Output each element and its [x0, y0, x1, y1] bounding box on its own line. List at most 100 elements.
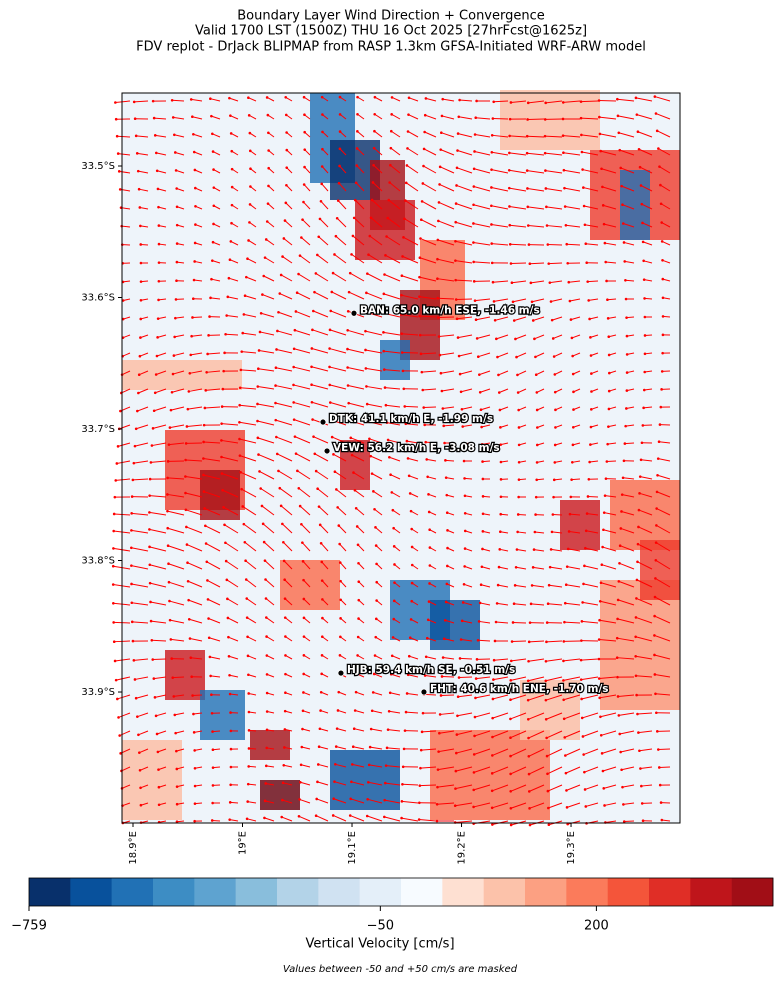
wind-arrow-head	[400, 816, 403, 820]
wind-arrow	[338, 525, 347, 534]
wind-arrow	[243, 523, 257, 534]
wind-arrow-head	[302, 672, 305, 676]
wind-arrow-head	[453, 804, 457, 808]
wind-arrow	[564, 730, 581, 738]
wind-arrow-head	[402, 236, 405, 239]
wind-arrow	[589, 316, 599, 320]
wind-arrow-head	[525, 134, 529, 138]
wind-arrow	[636, 114, 653, 120]
wind-arrow	[510, 784, 527, 792]
wind-arrow-head	[428, 564, 432, 567]
wind-arrow-head	[658, 165, 661, 168]
wind-arrow-head	[371, 691, 375, 694]
wind-arrow-head	[364, 367, 368, 370]
wind-arrow-head	[284, 691, 287, 695]
wind-arrow-head	[249, 167, 252, 170]
wind-arrow-head	[249, 185, 252, 188]
wind-arrow-head	[566, 547, 570, 551]
wind-arrow-head	[138, 206, 142, 209]
station-marker	[319, 418, 327, 426]
wind-arrow	[620, 527, 635, 534]
wind-arrow-head	[437, 219, 440, 223]
station-marker	[420, 688, 428, 696]
wind-arrow-head	[133, 117, 137, 121]
wind-arrow-head	[310, 400, 314, 404]
wind-arrow-head	[350, 763, 354, 766]
wind-arrow-head	[370, 709, 374, 713]
wind-arrow-head	[193, 260, 196, 263]
wind-arrow-head	[170, 390, 174, 394]
wind-arrow-head	[508, 117, 512, 121]
wind-arrow	[119, 424, 131, 430]
wind-arrow-head	[461, 425, 465, 428]
wind-arrow	[283, 560, 293, 570]
wind-arrow-head	[119, 752, 122, 755]
wind-arrow-head	[209, 97, 212, 100]
wind-arrow-head	[299, 780, 302, 784]
wind-arrow-head	[490, 242, 494, 245]
wind-arrow-head	[339, 617, 342, 620]
wind-arrow-head	[261, 293, 264, 296]
wind-arrow	[498, 584, 509, 588]
wind-arrow-head	[302, 597, 306, 601]
wind-arrow-head	[265, 616, 268, 619]
wind-arrow	[318, 506, 329, 516]
wind-arrow-head	[587, 477, 591, 481]
wind-arrow	[582, 730, 599, 737]
wind-arrow	[357, 113, 365, 120]
wind-arrow	[493, 100, 509, 103]
wind-arrow-head	[497, 391, 501, 394]
wind-arrow	[136, 135, 149, 138]
wind-arrow-head	[207, 617, 210, 620]
wind-arrow-head	[517, 408, 520, 412]
wind-arrow-head	[621, 222, 625, 225]
wind-arrow-head	[212, 168, 215, 171]
wind-arrow-head	[366, 798, 369, 801]
wind-arrow-head	[401, 765, 405, 769]
wind-arrow-head	[572, 425, 575, 429]
wind-arrow-head	[245, 616, 249, 619]
wind-arrow	[421, 219, 437, 228]
wind-arrow	[534, 531, 545, 534]
wind-arrow-head	[659, 202, 663, 206]
wind-arrow	[242, 506, 257, 516]
wind-arrow	[517, 388, 527, 394]
wind-arrow-head	[207, 636, 211, 640]
wind-arrow-head	[367, 763, 371, 767]
wind-arrow-head	[490, 168, 493, 171]
wind-arrow-head	[437, 335, 441, 338]
wind-arrow-head	[463, 529, 467, 533]
wind-arrow	[119, 730, 131, 737]
wind-arrow	[603, 204, 617, 210]
wind-arrow-head	[347, 290, 351, 294]
wind-arrow-head	[302, 200, 305, 204]
wind-arrow-head	[454, 278, 457, 282]
wind-arrow	[355, 691, 365, 696]
wind-arrow-head	[436, 768, 440, 771]
wind-arrow-head	[606, 442, 609, 446]
wind-arrow-head	[445, 493, 449, 497]
wind-arrow	[386, 765, 401, 768]
wind-arrow-head	[356, 130, 359, 133]
wind-arrow	[421, 200, 437, 210]
colorbar-bin	[442, 878, 484, 906]
wind-arrow-head	[509, 736, 512, 740]
wind-arrow-head	[618, 562, 621, 565]
map-frame	[121, 92, 681, 824]
wind-arrow	[283, 541, 293, 552]
wind-arrow	[224, 524, 239, 534]
wind-arrow	[622, 204, 635, 210]
wind-arrow-head	[274, 384, 277, 387]
wind-arrow-head	[257, 349, 261, 352]
wind-arrow	[294, 348, 311, 354]
wind-arrow-head	[283, 709, 287, 713]
wind-arrow	[174, 334, 185, 338]
wind-arrow-head	[408, 636, 412, 640]
wind-arrow-head	[316, 253, 319, 257]
wind-arrow	[339, 131, 347, 138]
wind-arrow-head	[263, 816, 266, 820]
wind-arrow-head	[230, 203, 234, 207]
wind-arrow	[371, 199, 383, 210]
wind-arrow-head	[499, 530, 502, 533]
wind-arrow	[210, 98, 221, 102]
